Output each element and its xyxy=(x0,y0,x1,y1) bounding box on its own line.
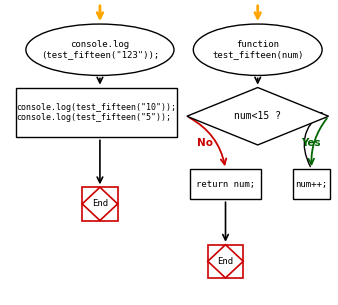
Bar xyxy=(190,169,261,199)
Polygon shape xyxy=(187,88,329,145)
Ellipse shape xyxy=(26,24,174,75)
Text: End: End xyxy=(217,257,234,266)
Text: Yes: Yes xyxy=(301,138,321,149)
Text: num<15 ?: num<15 ? xyxy=(234,111,281,121)
Text: console.log(test_fifteen("10"));
console.log(test_fifteen("5"));: console.log(test_fifteen("10")); console… xyxy=(17,103,177,122)
Bar xyxy=(82,187,118,221)
Ellipse shape xyxy=(193,24,322,75)
Text: return num;: return num; xyxy=(196,180,255,189)
Text: End: End xyxy=(92,199,108,208)
Text: console.log
(test_fifteen("123"));: console.log (test_fifteen("123")); xyxy=(41,40,159,59)
Text: function
test_fifteen(num): function test_fifteen(num) xyxy=(212,40,304,59)
Bar xyxy=(293,169,330,199)
Text: num++;: num++; xyxy=(295,180,328,189)
Bar xyxy=(16,88,177,137)
Bar xyxy=(208,245,243,278)
Text: No: No xyxy=(197,138,213,149)
